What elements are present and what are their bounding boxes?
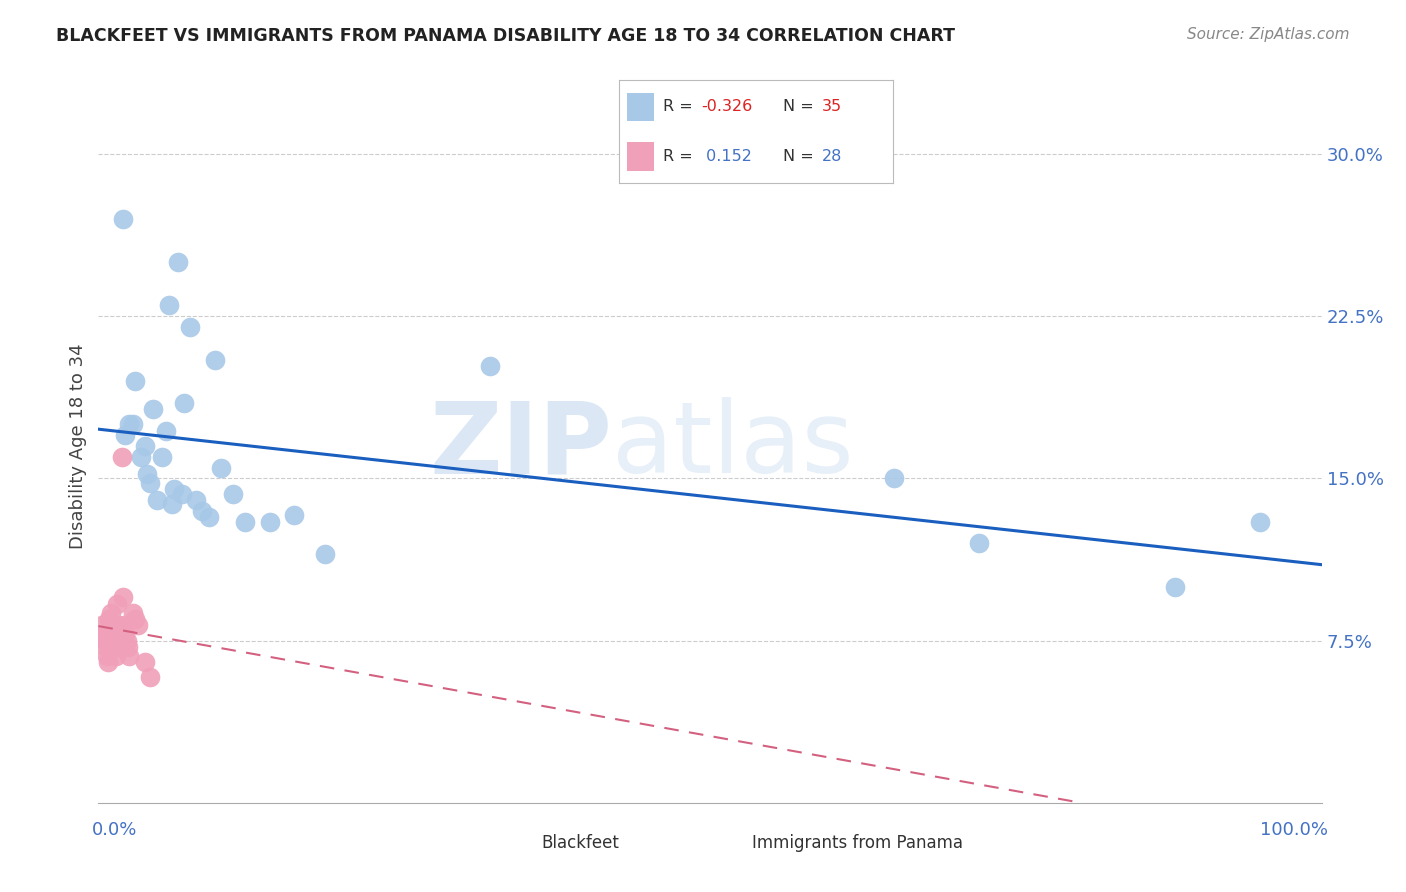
Text: ZIP: ZIP [429,398,612,494]
Bar [627,93,654,121]
Point [160,497,183,511]
Point [163,482,186,496]
Point [93,633,115,648]
Point [170,486,193,500]
Point [150,450,173,464]
Point [94,640,117,654]
Point [146,493,169,508]
Point [191,504,214,518]
Point [1164,580,1187,594]
Point [101,627,124,641]
Point [179,320,201,334]
Point [136,467,159,482]
Point [478,359,501,373]
Point [91,618,114,632]
Text: atlas: atlas [612,398,853,494]
Point [104,648,127,663]
Point [97,655,120,669]
Point [233,515,256,529]
Text: 0.152: 0.152 [700,149,752,164]
Point [100,606,122,620]
Point [108,627,131,641]
Point [157,298,180,312]
Point [222,486,245,500]
Y-axis label: Disability Age 18 to 34: Disability Age 18 to 34 [69,343,87,549]
Point [114,428,136,442]
Point [117,640,139,654]
Text: 100.0%: 100.0% [1260,821,1327,838]
Point [1249,515,1271,529]
Point [124,374,146,388]
Bar [627,142,654,170]
Point [967,536,990,550]
Point [167,255,190,269]
Point [91,627,114,641]
Text: 35: 35 [821,99,842,114]
Text: Blackfeet: Blackfeet [541,834,619,852]
Point [115,633,138,648]
Point [112,618,135,632]
Point [96,648,118,663]
Point [134,439,156,453]
Text: BLACKFEET VS IMMIGRANTS FROM PANAMA DISABILITY AGE 18 TO 34 CORRELATION CHART: BLACKFEET VS IMMIGRANTS FROM PANAMA DISA… [56,27,955,45]
Point [883,471,905,485]
Text: Immigrants from Panama: Immigrants from Panama [752,834,963,852]
Point [283,508,305,523]
Point [124,612,146,626]
Point [103,640,125,654]
Point [118,417,141,432]
Text: R =: R = [662,99,697,114]
Text: N =: N = [783,149,820,164]
Text: 28: 28 [821,149,842,164]
Text: N =: N = [783,99,820,114]
Point [118,648,141,663]
Point [173,396,195,410]
Point [314,547,336,561]
Point [101,633,124,648]
Text: -0.326: -0.326 [700,99,752,114]
Point [197,510,219,524]
Text: 0.0%: 0.0% [93,821,138,838]
Point [111,211,134,226]
Point [204,352,226,367]
Point [110,640,132,654]
Text: Source: ZipAtlas.com: Source: ZipAtlas.com [1187,27,1350,42]
Point [209,460,232,475]
Text: R =: R = [662,149,697,164]
Point [134,655,156,669]
Point [259,515,281,529]
Point [121,417,143,432]
Point [139,670,162,684]
Point [127,618,149,632]
Point [114,627,136,641]
Point [105,597,128,611]
Point [155,424,177,438]
Point [111,591,134,605]
Point [107,618,129,632]
Point [129,450,152,464]
Point [139,475,162,490]
Point [121,606,143,620]
Point [142,402,165,417]
Point [98,612,121,626]
Point [186,493,208,508]
Point [111,450,134,464]
